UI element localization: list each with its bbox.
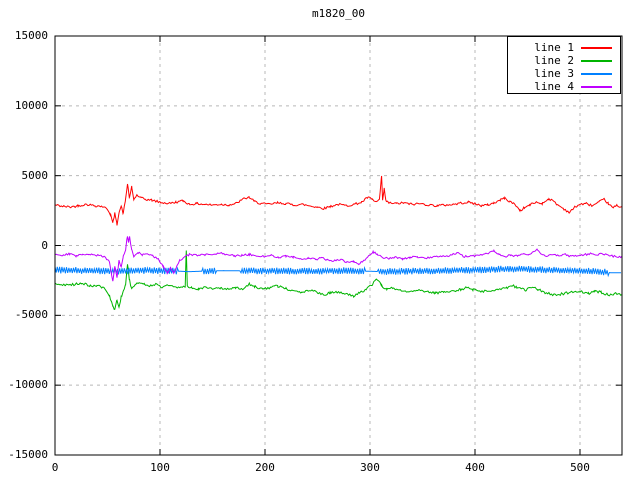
y-axis-tick-label: 5000	[21, 169, 49, 182]
y-axis-tick-label: -15000	[8, 448, 48, 461]
series-line-1	[54, 175, 623, 226]
legend-sample-line-3	[581, 72, 612, 75]
legend-label-line-2: line 2	[534, 54, 574, 67]
chart-title: m1820_00	[312, 7, 365, 20]
legend-label-line-4: line 4	[534, 80, 574, 93]
y-axis-tick-label: 0	[41, 239, 48, 252]
x-axis-tick-label: 100	[150, 461, 170, 474]
legend-sample-line-4	[581, 85, 612, 88]
legend-row: line 4	[508, 80, 620, 93]
series-line-4	[54, 236, 623, 282]
x-axis-tick-label: 400	[465, 461, 485, 474]
legend-sample-line-2	[581, 59, 612, 62]
legend-row: line 2	[508, 54, 620, 67]
y-axis-tick-label: -5000	[14, 308, 48, 321]
y-axis-tick-label: 15000	[14, 29, 48, 42]
x-axis-tick-label: 200	[255, 461, 275, 474]
series-line-2	[54, 250, 623, 310]
y-axis-tick-label: -10000	[8, 378, 48, 391]
x-axis-tick-label: 300	[360, 461, 380, 474]
legend-sample-line-1	[581, 46, 612, 49]
legend-label-line-1: line 1	[534, 41, 574, 54]
legend-box: line 1 line 2 line 3 line 4	[507, 36, 621, 94]
legend-row: line 1	[508, 41, 620, 54]
legend-row: line 3	[508, 67, 620, 80]
x-axis-tick-label: 500	[570, 461, 590, 474]
legend-label-line-3: line 3	[534, 67, 574, 80]
y-axis-tick-label: 10000	[14, 99, 48, 112]
x-axis-tick-label: 0	[51, 461, 59, 474]
series-line-3	[54, 265, 621, 278]
